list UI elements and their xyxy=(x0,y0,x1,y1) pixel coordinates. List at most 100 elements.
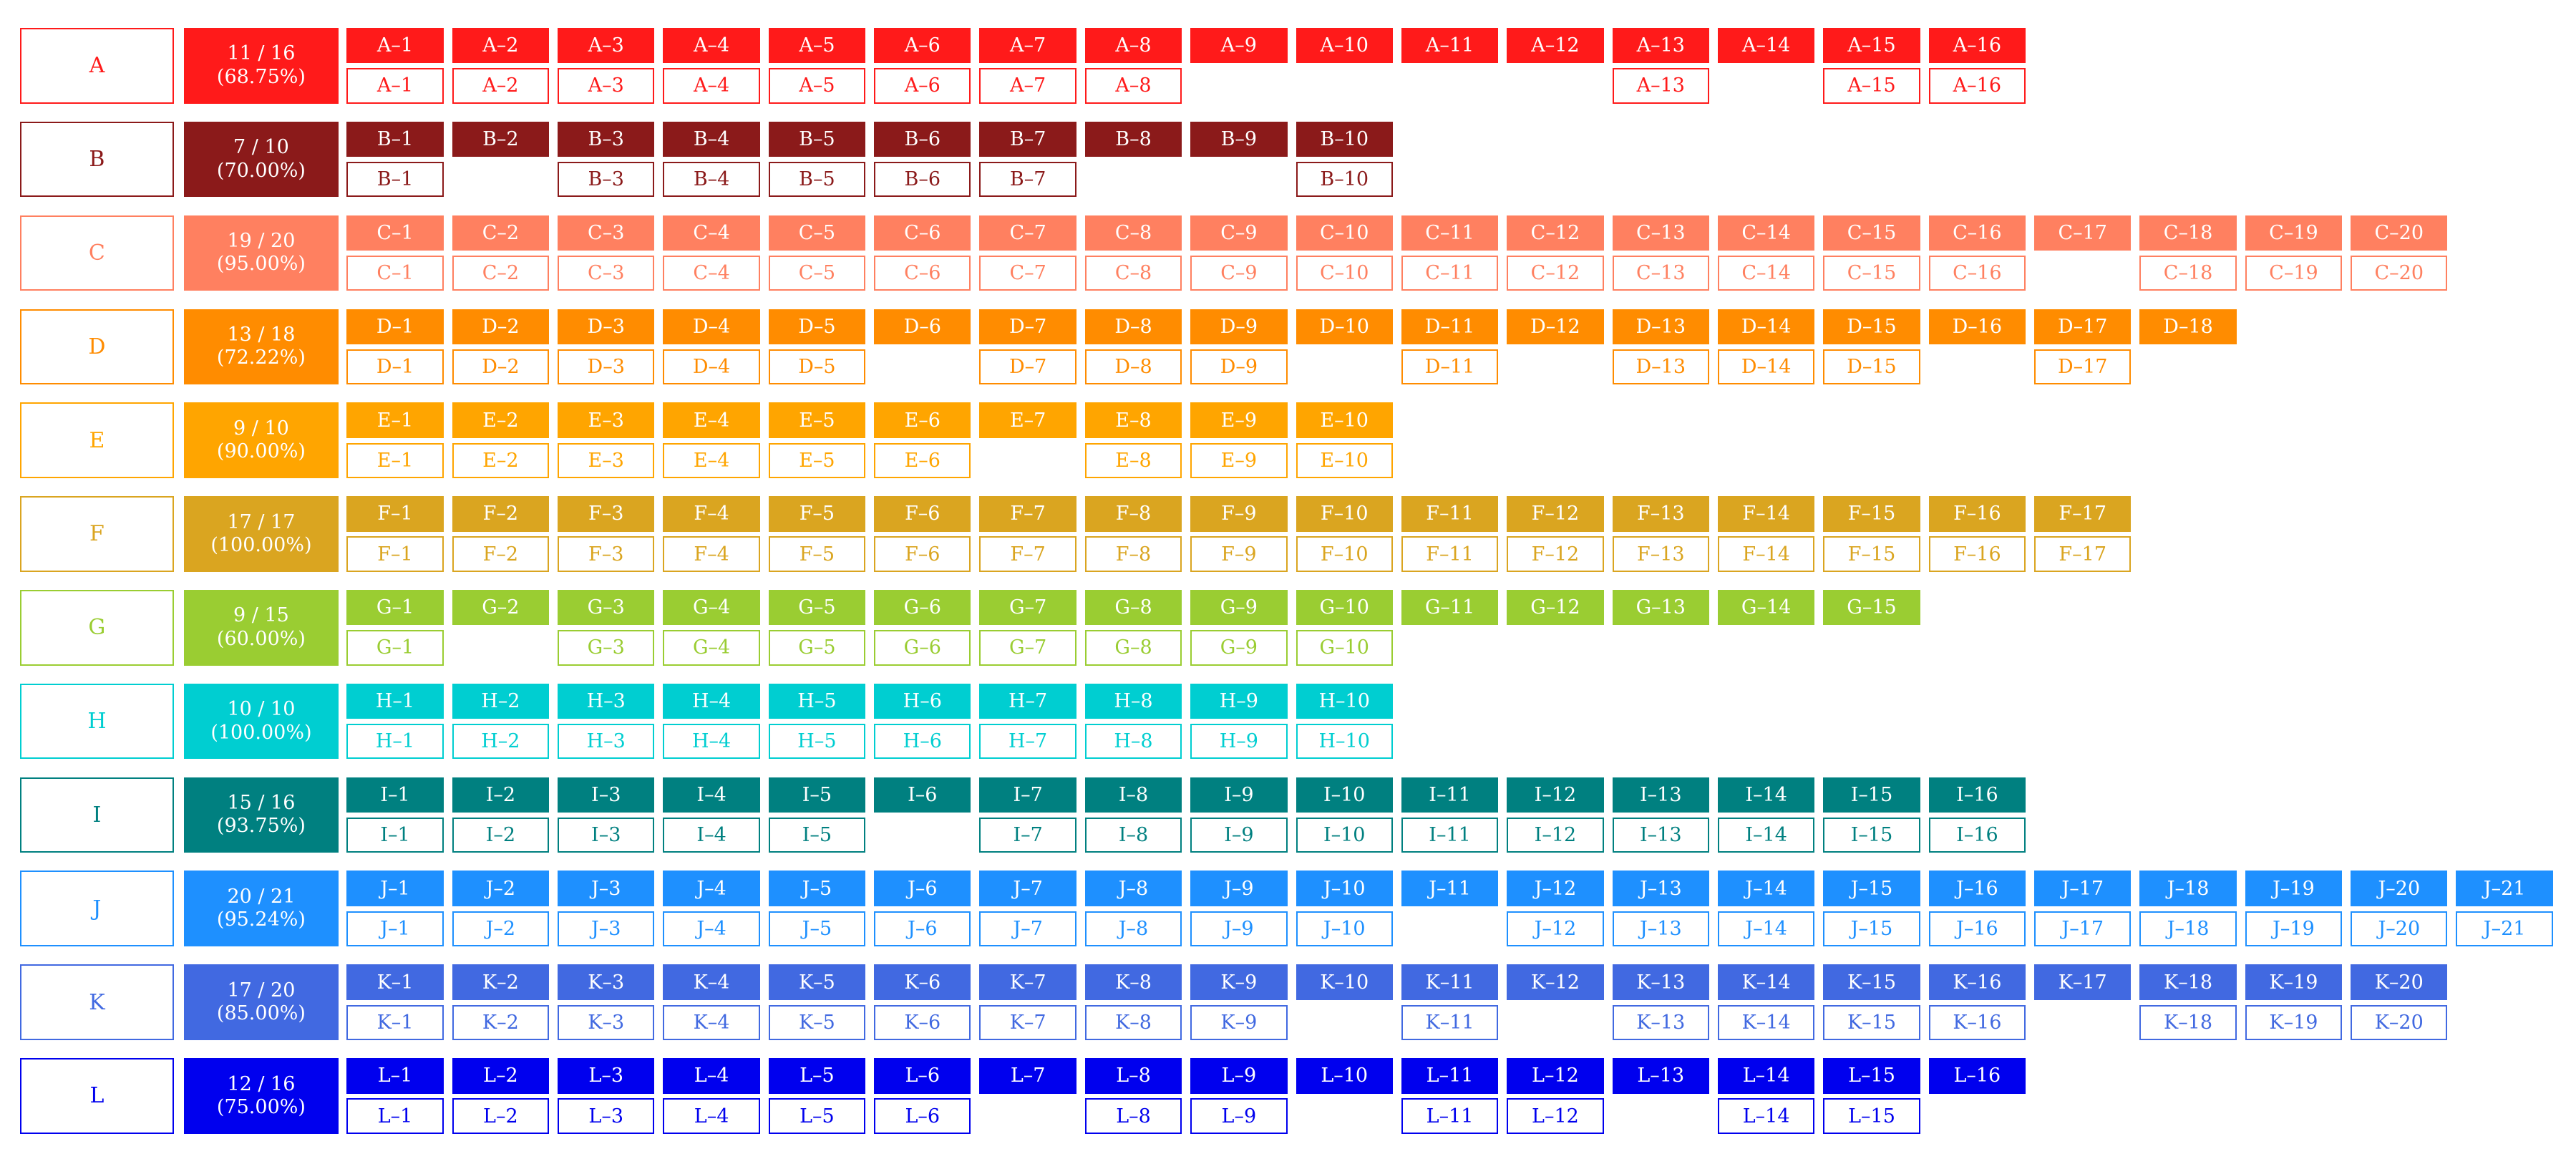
completed-item-cell: D–17 xyxy=(2034,349,2132,385)
item-cell: J–4 xyxy=(663,871,760,906)
completion-ratio: 19 / 20 xyxy=(227,230,296,253)
completed-item-cell: J–6 xyxy=(874,911,971,947)
item-cell: J–17 xyxy=(2034,871,2132,906)
item-cell: K–16 xyxy=(1928,964,2026,1000)
item-cell: F–6 xyxy=(874,496,971,532)
completed-item-cell: D–15 xyxy=(1823,349,1920,385)
completed-item-cell: B–6 xyxy=(874,162,971,198)
row-label-i: I xyxy=(19,777,175,853)
completed-item-cell: J–18 xyxy=(2139,911,2237,947)
item-cell: A–6 xyxy=(874,28,971,64)
completed-item-cell: K–9 xyxy=(1190,1004,1288,1040)
item-cell: I–2 xyxy=(452,777,550,813)
item-cell: E–8 xyxy=(1084,402,1182,438)
completed-item-cell: J–13 xyxy=(1612,911,1709,947)
item-cell: D–6 xyxy=(874,309,971,344)
item-cell: F–14 xyxy=(1717,496,1815,532)
row-summary: 15 / 16 (93.75%) xyxy=(184,777,339,853)
item-cell: G–14 xyxy=(1717,590,1815,626)
completed-item-cell: K–19 xyxy=(2245,1004,2343,1040)
item-cell: A–12 xyxy=(1507,28,1604,64)
completion-percent: (68.75%) xyxy=(216,65,306,88)
completion-percent: (85.00%) xyxy=(216,1002,306,1025)
row-label-k: K xyxy=(19,964,175,1040)
completed-item-cell: J–20 xyxy=(2351,911,2448,947)
item-cell: L–1 xyxy=(346,1058,444,1094)
completion-ratio: 9 / 10 xyxy=(233,417,289,440)
item-cell: C–20 xyxy=(2351,215,2448,251)
completion-ratio: 7 / 10 xyxy=(233,136,289,159)
item-cell: C–13 xyxy=(1612,215,1709,251)
row-label-j: J xyxy=(19,871,175,947)
item-cell: C–6 xyxy=(874,215,971,251)
item-cell: G–10 xyxy=(1296,590,1393,626)
completed-item-cell: G–9 xyxy=(1190,630,1288,666)
completed-item-cell: J–3 xyxy=(558,911,655,947)
completed-item-cell: K–7 xyxy=(979,1004,1076,1040)
completed-item-cell: H–5 xyxy=(768,724,866,760)
item-cell: K–12 xyxy=(1507,964,1604,1000)
completed-item-cell: I–16 xyxy=(1928,817,2026,853)
completed-item-cell: I–1 xyxy=(346,817,444,853)
completed-item-cell: L–14 xyxy=(1717,1098,1815,1134)
completed-item-cell: L–3 xyxy=(558,1098,655,1134)
completed-item-cell: C–13 xyxy=(1612,255,1709,291)
item-cell: D–4 xyxy=(663,309,760,344)
completed-item-cell: D–2 xyxy=(452,349,550,385)
item-cell: J–13 xyxy=(1612,871,1709,906)
completed-item-cell: L–8 xyxy=(1084,1098,1182,1134)
item-cell: D–8 xyxy=(1084,309,1182,344)
item-cell: K–20 xyxy=(2351,964,2448,1000)
item-cell: B–7 xyxy=(979,121,1076,157)
completed-item-cell: J–1 xyxy=(346,911,444,947)
completed-item-cell: F–5 xyxy=(768,536,866,572)
completed-item-cell: E–3 xyxy=(558,442,655,478)
completed-item-cell: H–2 xyxy=(452,724,550,760)
completed-item-cell: B–1 xyxy=(346,162,444,198)
completed-item-cell: F–14 xyxy=(1717,536,1815,572)
item-cell: C–12 xyxy=(1507,215,1604,251)
completed-item-cell: A–15 xyxy=(1823,68,1920,104)
item-cell: I–14 xyxy=(1717,777,1815,813)
completed-item-cell: J–8 xyxy=(1084,911,1182,947)
completed-item-cell: D–13 xyxy=(1612,349,1709,385)
completion-ratio: 9 / 15 xyxy=(233,604,289,627)
item-cell: L–11 xyxy=(1401,1058,1499,1094)
item-cell: K–8 xyxy=(1084,964,1182,1000)
item-cell: D–16 xyxy=(1928,309,2026,344)
item-cell: B–8 xyxy=(1084,121,1182,157)
item-cell: F–16 xyxy=(1928,496,2026,532)
completed-item-cell: I–7 xyxy=(979,817,1076,853)
completed-item-cell: F–4 xyxy=(663,536,760,572)
item-cell: J–7 xyxy=(979,871,1076,906)
completed-item-cell: I–13 xyxy=(1612,817,1709,853)
completion-percent: (100.00%) xyxy=(210,721,312,744)
completed-item-cell: C–2 xyxy=(452,255,550,291)
completed-item-cell: F–10 xyxy=(1296,536,1393,572)
completed-item-cell: B–10 xyxy=(1296,162,1393,198)
completed-item-cell: E–4 xyxy=(663,442,760,478)
completed-item-cell: K–13 xyxy=(1612,1004,1709,1040)
item-cell: K–6 xyxy=(874,964,971,1000)
completed-item-cell: F–6 xyxy=(874,536,971,572)
item-cell: G–9 xyxy=(1190,590,1288,626)
completed-item-cell: C–12 xyxy=(1507,255,1604,291)
completed-item-cell: B–5 xyxy=(768,162,866,198)
item-cell: F–5 xyxy=(768,496,866,532)
item-cell: D–11 xyxy=(1401,309,1499,344)
completed-item-cell: K–14 xyxy=(1717,1004,1815,1040)
completed-item-cell: F–9 xyxy=(1190,536,1288,572)
item-cell: F–17 xyxy=(2034,496,2132,532)
completed-item-cell: K–8 xyxy=(1084,1004,1182,1040)
completed-item-cell: F–1 xyxy=(346,536,444,572)
item-cell: K–11 xyxy=(1401,964,1499,1000)
completed-item-cell: I–2 xyxy=(452,817,550,853)
item-cell: K–17 xyxy=(2034,964,2132,1000)
item-cell: J–8 xyxy=(1084,871,1182,906)
item-cell: C–11 xyxy=(1401,215,1499,251)
completed-item-cell: H–1 xyxy=(346,724,444,760)
completed-item-cell: H–4 xyxy=(663,724,760,760)
completed-item-cell: F–12 xyxy=(1507,536,1604,572)
completed-item-cell: K–3 xyxy=(558,1004,655,1040)
row-summary: 7 / 10 (70.00%) xyxy=(184,121,339,198)
